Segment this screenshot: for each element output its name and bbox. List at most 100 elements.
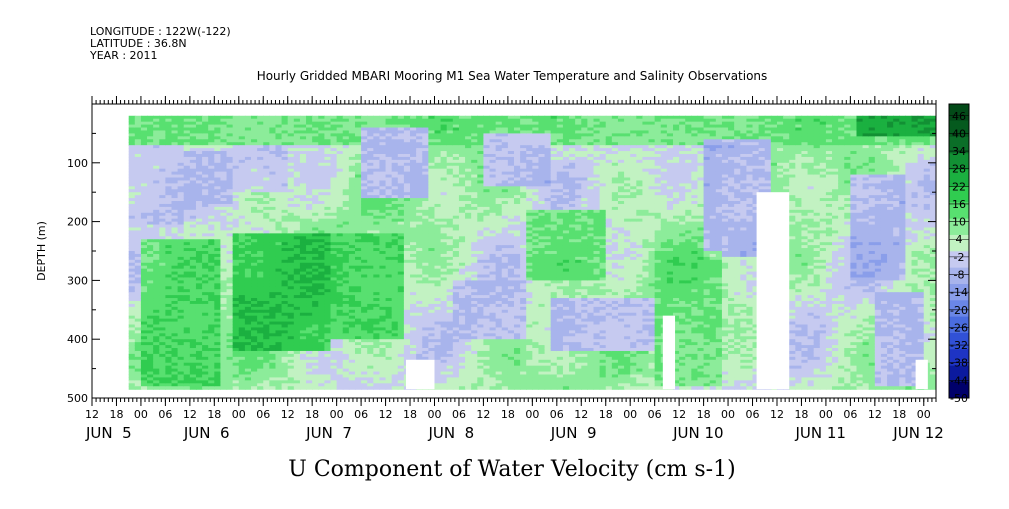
heatmap-cell bbox=[244, 262, 252, 267]
heatmap-cell bbox=[281, 374, 289, 379]
heatmap-cell bbox=[287, 145, 295, 149]
heatmap-cell bbox=[281, 348, 289, 352]
heatmap-cell bbox=[293, 271, 301, 276]
heatmap-cell bbox=[134, 362, 142, 367]
heatmap-cell bbox=[312, 233, 319, 237]
heatmap-cell bbox=[287, 386, 295, 390]
heatmap-cell bbox=[128, 180, 136, 184]
heatmap-cell bbox=[177, 292, 185, 296]
heatmap-cell bbox=[330, 121, 338, 126]
heatmap-cell bbox=[147, 374, 154, 379]
heatmap-cell bbox=[318, 298, 326, 302]
heatmap-cell bbox=[330, 139, 338, 143]
heatmap-cell bbox=[324, 248, 332, 252]
heatmap-cell bbox=[202, 162, 209, 167]
heatmap-cell bbox=[238, 324, 246, 329]
heatmap-cell bbox=[128, 212, 136, 217]
heatmap-cell bbox=[312, 251, 319, 255]
heatmap-cell bbox=[251, 286, 258, 290]
heatmap-cell bbox=[251, 298, 258, 302]
heatmap-cell bbox=[232, 333, 240, 337]
heatmap-cell bbox=[171, 265, 179, 270]
heatmap-cell bbox=[299, 153, 307, 158]
heatmap-cell bbox=[232, 303, 240, 308]
heatmap-cell bbox=[177, 315, 185, 320]
heatmap-cell bbox=[153, 303, 160, 308]
heatmap-cell bbox=[269, 153, 277, 158]
heatmap-cell bbox=[238, 359, 246, 364]
heatmap-cell bbox=[293, 383, 301, 387]
heatmap-cell bbox=[220, 345, 228, 349]
heatmap-cell bbox=[208, 236, 215, 240]
heatmap-cell bbox=[128, 227, 136, 232]
heatmap-cell bbox=[214, 374, 222, 379]
heatmap-cell bbox=[189, 333, 197, 337]
heatmap-cell bbox=[275, 353, 283, 358]
heatmap-cell bbox=[336, 292, 344, 296]
heatmap-cell bbox=[287, 192, 295, 196]
heatmap-cell bbox=[251, 356, 258, 361]
heatmap-cell bbox=[257, 156, 264, 161]
heatmap-cell bbox=[134, 350, 142, 355]
heatmap-cell bbox=[220, 253, 228, 258]
heatmap-cell bbox=[244, 295, 252, 299]
heatmap-cell bbox=[330, 268, 338, 273]
heatmap-cell bbox=[293, 162, 301, 167]
heatmap-cell bbox=[147, 386, 154, 390]
heatmap-cell bbox=[220, 221, 228, 226]
heatmap-cell bbox=[195, 345, 203, 349]
heatmap-cell bbox=[330, 159, 338, 164]
heatmap-cell bbox=[128, 339, 136, 343]
heatmap-cell bbox=[293, 224, 301, 229]
heatmap-cell bbox=[202, 383, 209, 387]
heatmap-cell bbox=[269, 189, 277, 193]
heatmap-cell bbox=[336, 236, 344, 240]
heatmap-cell bbox=[244, 309, 252, 314]
heatmap-cell bbox=[306, 262, 313, 267]
heatmap-cell bbox=[244, 242, 252, 246]
heatmap-cell bbox=[257, 186, 264, 190]
heatmap-cell bbox=[336, 274, 344, 279]
heatmap-cell bbox=[171, 145, 179, 149]
heatmap-cell bbox=[324, 192, 332, 196]
heatmap-cell bbox=[342, 271, 350, 276]
heatmap-cell bbox=[306, 159, 313, 164]
heatmap-cell bbox=[238, 115, 246, 120]
heatmap-cell bbox=[195, 253, 203, 258]
heatmap-cell bbox=[324, 168, 332, 173]
heatmap-cell bbox=[238, 233, 246, 237]
heatmap-cell bbox=[171, 253, 179, 258]
heatmap-cell bbox=[232, 115, 240, 120]
heatmap-cell bbox=[195, 195, 203, 199]
heatmap-cell bbox=[147, 151, 154, 155]
heatmap-cell bbox=[336, 206, 344, 211]
heatmap-cell bbox=[336, 377, 344, 381]
heatmap-cell bbox=[306, 350, 313, 355]
heatmap-cell bbox=[153, 321, 160, 326]
heatmap-cell bbox=[287, 171, 295, 176]
heatmap-cell bbox=[318, 339, 326, 343]
heatmap-cell bbox=[159, 201, 166, 205]
heatmap-cell bbox=[202, 371, 209, 376]
heatmap-cell bbox=[171, 374, 179, 379]
heatmap-cell bbox=[195, 133, 203, 137]
heatmap-cell bbox=[263, 174, 270, 179]
heatmap-cell bbox=[226, 230, 234, 234]
heatmap-cell bbox=[140, 312, 148, 317]
heatmap-cell bbox=[171, 274, 179, 279]
heatmap-cell bbox=[226, 212, 234, 217]
heatmap-cell bbox=[159, 156, 166, 161]
heatmap-cell bbox=[324, 342, 332, 346]
heatmap-cell bbox=[238, 268, 246, 273]
heatmap-cell bbox=[342, 330, 350, 334]
heatmap-cell bbox=[318, 239, 326, 243]
heatmap-cell bbox=[269, 309, 277, 314]
heatmap-cell bbox=[269, 274, 277, 279]
heatmap-cell bbox=[257, 271, 264, 276]
heatmap-cell bbox=[147, 271, 154, 276]
heatmap-cell bbox=[275, 318, 283, 323]
heatmap-cell bbox=[202, 201, 209, 205]
heatmap-cell bbox=[257, 289, 264, 293]
heatmap-cell bbox=[263, 218, 270, 223]
heatmap-cell bbox=[183, 262, 191, 267]
